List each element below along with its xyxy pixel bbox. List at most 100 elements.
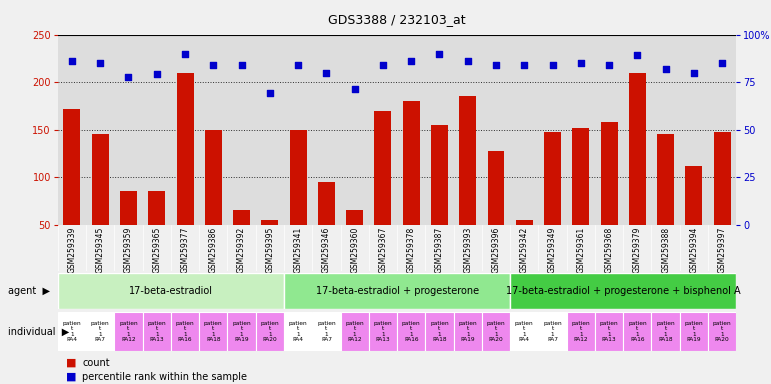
Bar	[538, 312, 567, 351]
Point	[716, 60, 729, 66]
Text: ■: ■	[66, 372, 79, 382]
Point	[66, 58, 78, 64]
Point	[490, 62, 502, 68]
Text: GSM259367: GSM259367	[379, 227, 388, 273]
Bar	[572, 128, 589, 225]
Point	[320, 70, 332, 76]
Text: patien
t
1
PA13: patien t 1 PA13	[374, 321, 392, 342]
Bar	[510, 273, 736, 309]
Point	[462, 58, 474, 64]
Point	[348, 86, 361, 92]
Text: patien
t
1
PA19: patien t 1 PA19	[685, 321, 703, 342]
Bar	[482, 312, 510, 351]
Text: patien
t
1
PA16: patien t 1 PA16	[402, 321, 420, 342]
Bar	[426, 312, 453, 351]
Bar	[595, 312, 623, 351]
Bar	[402, 101, 419, 225]
Point	[405, 58, 417, 64]
Bar	[680, 312, 708, 351]
Text: agent  ▶: agent ▶	[8, 286, 49, 296]
Point	[518, 62, 530, 68]
Text: patien
t
1
PA4: patien t 1 PA4	[289, 321, 308, 342]
Text: patien
t
1
PA4: patien t 1 PA4	[515, 321, 534, 342]
Text: GSM259396: GSM259396	[491, 227, 500, 273]
Text: GSM259365: GSM259365	[152, 227, 161, 273]
Text: GSM259368: GSM259368	[604, 227, 614, 273]
Text: patien
t
1
PA12: patien t 1 PA12	[345, 321, 364, 342]
Point	[264, 90, 276, 96]
Point	[688, 70, 700, 76]
Text: GSM259386: GSM259386	[209, 227, 218, 273]
Bar	[601, 122, 618, 225]
Bar	[369, 312, 397, 351]
Bar	[544, 131, 561, 225]
Text: patien
t
1
PA18: patien t 1 PA18	[430, 321, 449, 342]
Text: GDS3388 / 232103_at: GDS3388 / 232103_at	[328, 13, 466, 26]
Bar	[143, 312, 171, 351]
Bar	[171, 312, 199, 351]
Text: GSM259341: GSM259341	[294, 227, 303, 273]
Text: GSM259394: GSM259394	[689, 227, 699, 273]
Text: GSM259342: GSM259342	[520, 227, 529, 273]
Text: GSM259378: GSM259378	[406, 227, 416, 273]
Bar	[205, 130, 222, 225]
Text: GSM259360: GSM259360	[350, 227, 359, 273]
Text: patien
t
1
PA16: patien t 1 PA16	[628, 321, 647, 342]
Point	[631, 52, 644, 58]
Text: patien
t
1
PA7: patien t 1 PA7	[317, 321, 335, 342]
Text: patien
t
1
PA20: patien t 1 PA20	[487, 321, 505, 342]
Text: patien
t
1
PA20: patien t 1 PA20	[713, 321, 732, 342]
Bar	[177, 73, 194, 225]
Bar	[284, 273, 510, 309]
Text: GSM259349: GSM259349	[548, 227, 557, 273]
Bar	[629, 73, 646, 225]
Text: GSM259379: GSM259379	[633, 227, 642, 273]
Bar	[510, 312, 538, 351]
Text: count: count	[82, 358, 110, 368]
Bar	[312, 312, 341, 351]
Text: patien
t
1
PA16: patien t 1 PA16	[176, 321, 194, 342]
Bar	[58, 273, 284, 309]
Bar	[148, 191, 165, 225]
Bar	[120, 191, 137, 225]
Text: GSM259346: GSM259346	[322, 227, 331, 273]
Point	[603, 62, 615, 68]
Text: ■: ■	[66, 358, 79, 368]
Point	[292, 62, 305, 68]
Point	[377, 62, 389, 68]
Point	[547, 62, 559, 68]
Text: GSM259359: GSM259359	[124, 227, 133, 273]
Bar	[92, 134, 109, 225]
Point	[150, 71, 163, 78]
Text: GSM259397: GSM259397	[718, 227, 727, 273]
Bar	[397, 312, 426, 351]
Bar	[233, 210, 250, 225]
Bar	[516, 220, 533, 225]
Point	[123, 74, 135, 80]
Text: patien
t
1
PA18: patien t 1 PA18	[204, 321, 223, 342]
Text: individual  ▶: individual ▶	[8, 326, 69, 337]
Text: patien
t
1
PA7: patien t 1 PA7	[544, 321, 562, 342]
Text: 17-beta-estradiol + progesterone + bisphenol A: 17-beta-estradiol + progesterone + bisph…	[506, 286, 740, 296]
Text: patien
t
1
PA19: patien t 1 PA19	[459, 321, 477, 342]
Text: GSM259377: GSM259377	[180, 227, 190, 273]
Bar	[685, 166, 702, 225]
Bar	[318, 182, 335, 225]
Text: GSM259387: GSM259387	[435, 227, 444, 273]
Text: patien
t
1
PA12: patien t 1 PA12	[571, 321, 590, 342]
Bar	[375, 111, 392, 225]
Point	[235, 62, 247, 68]
Bar	[341, 312, 369, 351]
Bar	[284, 312, 312, 351]
Bar	[657, 134, 674, 225]
Bar	[58, 312, 86, 351]
Bar	[199, 312, 227, 351]
Point	[207, 62, 220, 68]
Text: patien
t
1
PA20: patien t 1 PA20	[261, 321, 279, 342]
Text: patien
t
1
PA18: patien t 1 PA18	[656, 321, 675, 342]
Bar	[227, 312, 256, 351]
Text: GSM259345: GSM259345	[96, 227, 105, 273]
Point	[94, 60, 106, 66]
Text: GSM259392: GSM259392	[237, 227, 246, 273]
Text: GSM259361: GSM259361	[576, 227, 585, 273]
